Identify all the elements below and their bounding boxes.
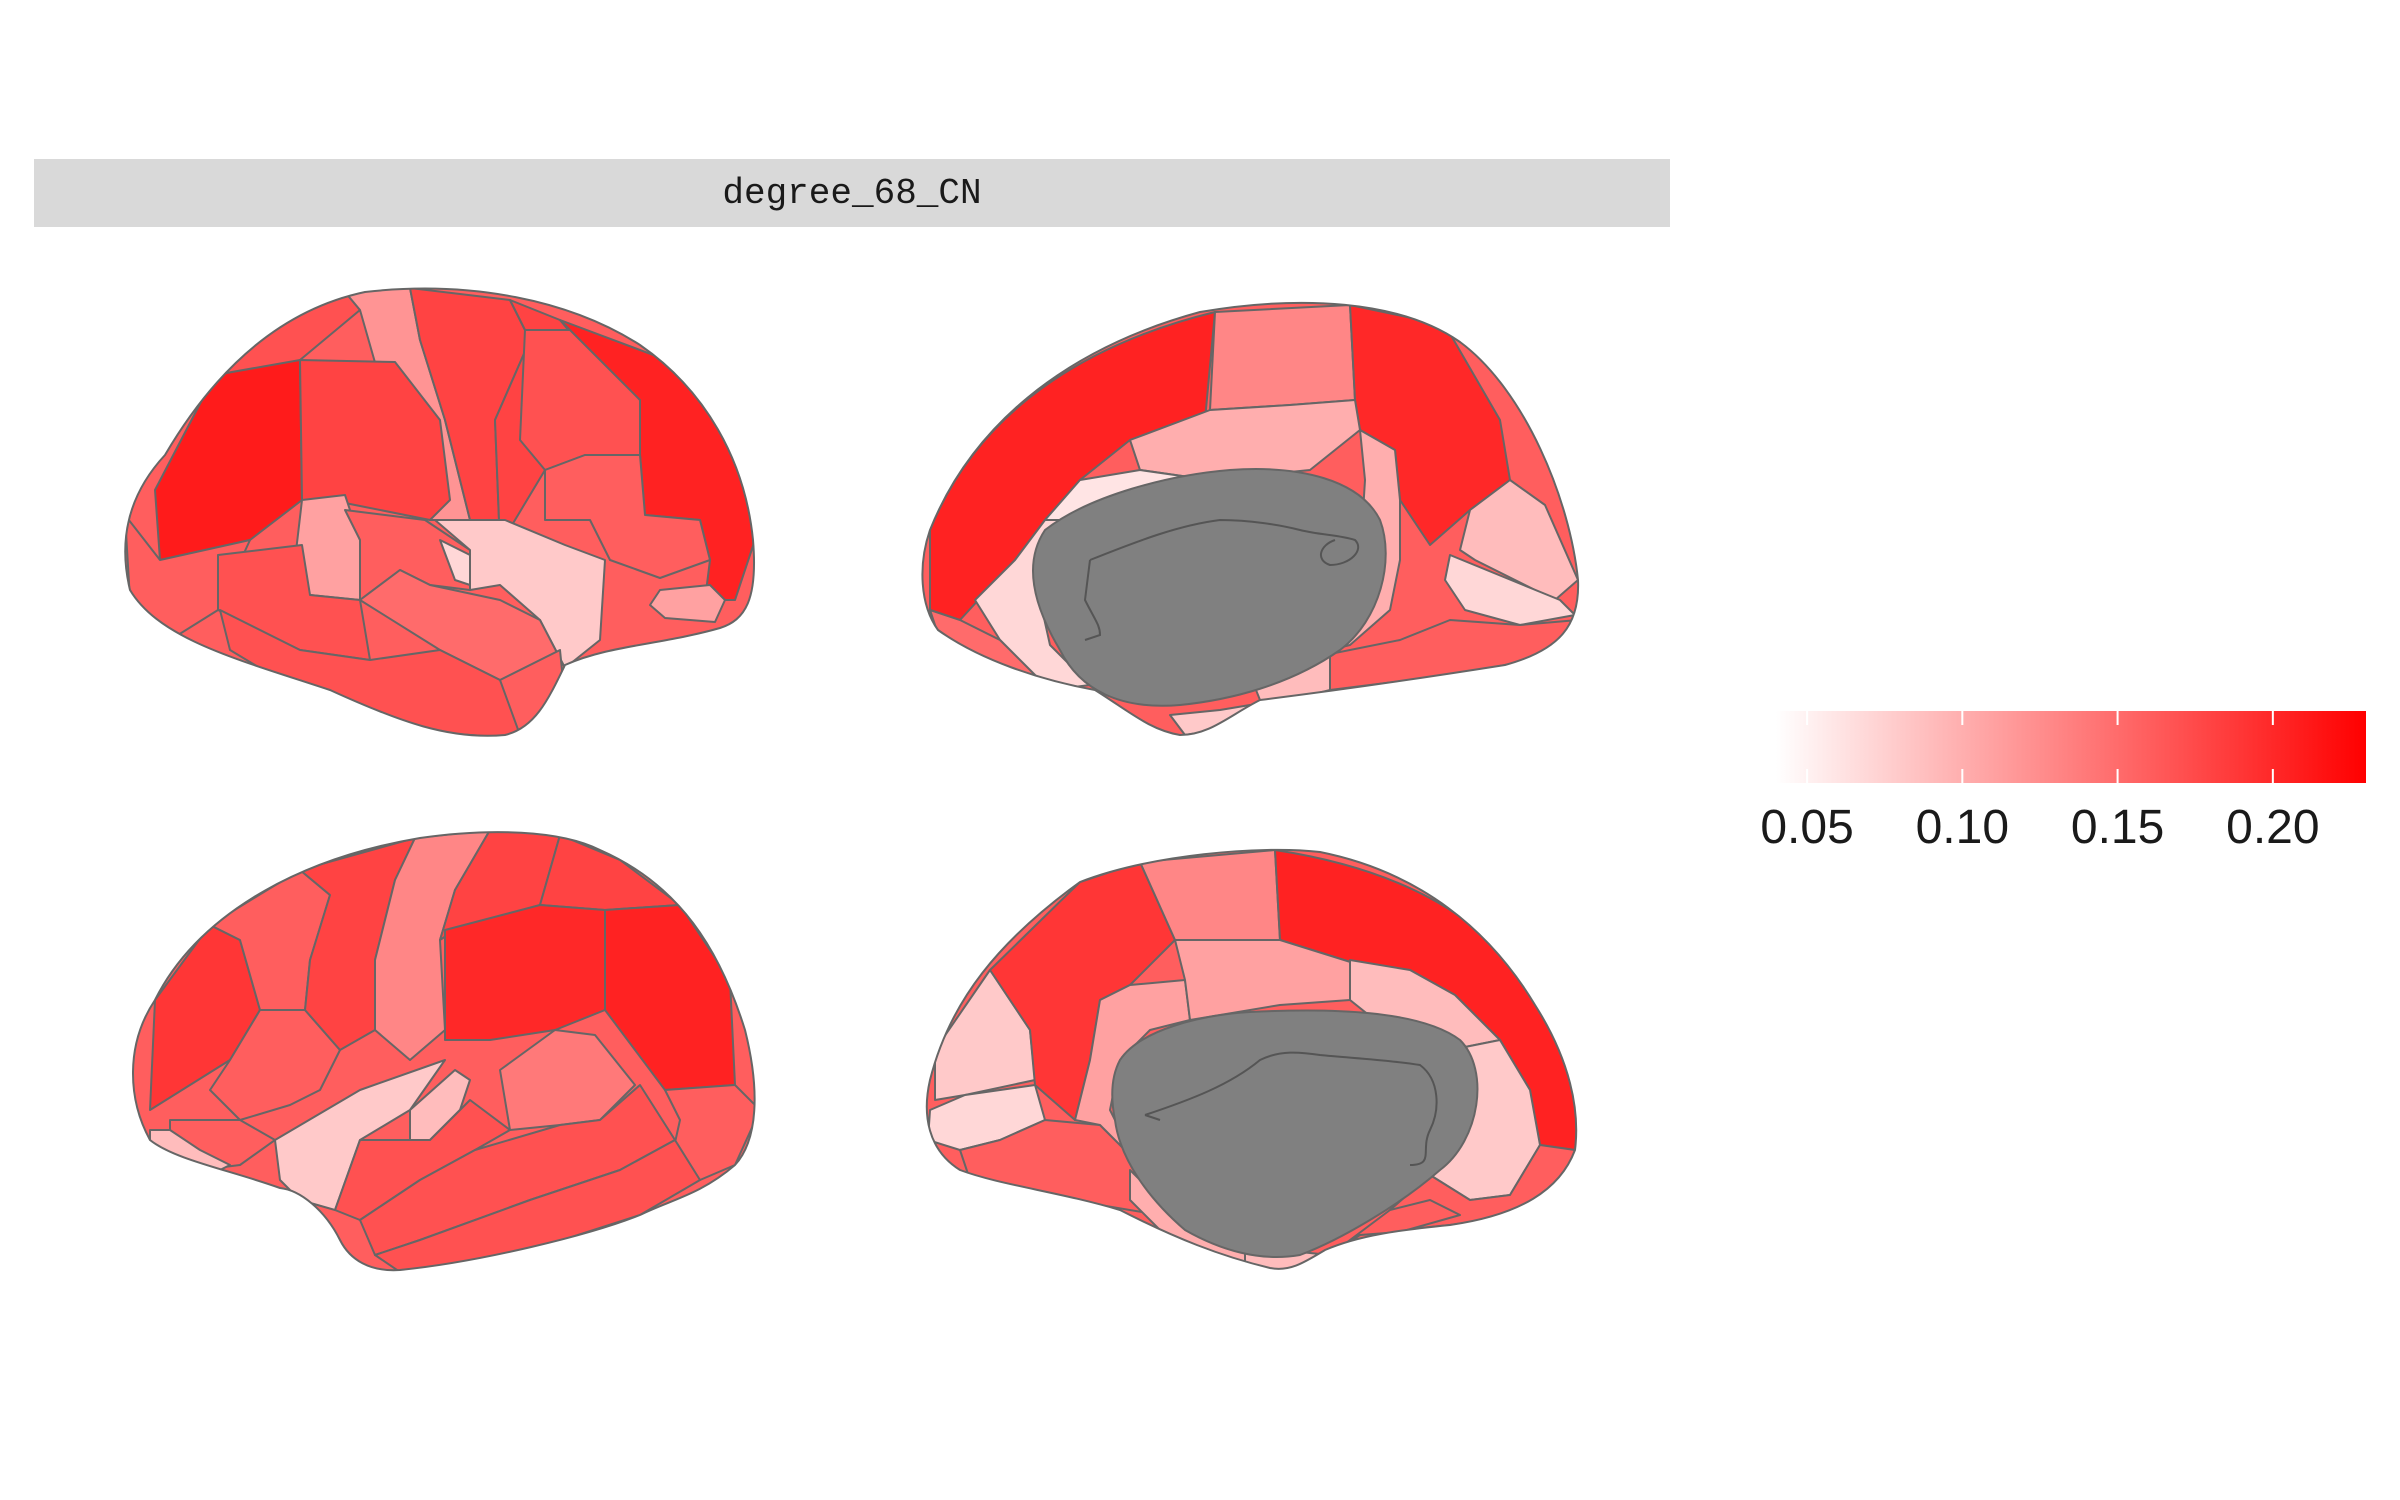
right-lateral-view	[132, 832, 755, 1271]
region-inferior-parietal	[209, 1009, 341, 1121]
legend-ticks	[1806, 711, 2274, 783]
region-pars-opercularis	[499, 1029, 636, 1131]
region-bankssts	[439, 539, 471, 586]
left-medial-view	[922, 302, 1579, 735]
region-occipital-pole	[649, 584, 726, 623]
region-medial-wall	[1032, 468, 1387, 707]
region-rostral-middle-frontal	[444, 904, 606, 1041]
right-medial-view	[926, 849, 1577, 1269]
region-medial-wall	[1111, 1009, 1479, 1258]
right-medial-wall-inner-line	[1144, 1051, 1438, 1166]
region-posterior-cingulate	[1174, 939, 1361, 1021]
right-lateral-outline	[132, 831, 756, 1272]
facet-title-text: degree_68_CN	[722, 172, 982, 214]
left-lateral-view	[125, 288, 755, 736]
region-inferior-parietal	[544, 454, 711, 579]
region-orbitofrontal	[664, 1084, 755, 1181]
region-superior-frontal	[539, 834, 681, 911]
facet-strip-title: degree_68_CN	[34, 159, 1670, 227]
legend-tick-label: 0.20	[2226, 801, 2320, 854]
legend-tick-label: 0.15	[2070, 801, 2165, 854]
region-fusiform	[1329, 1199, 1461, 1256]
legend-tick-label: 0.10	[1915, 801, 2010, 854]
left-lateral-outline	[124, 287, 755, 737]
legend-colorbar	[1776, 711, 2366, 783]
left-medial-wall-inner-line	[1083, 518, 1360, 641]
left-medial-outline	[921, 301, 1580, 737]
legend-tick-label: 0.05	[1760, 801, 1854, 854]
region-cuneus	[1459, 479, 1579, 601]
right-medial-outline	[925, 848, 1578, 1270]
region-paracentral	[1209, 304, 1356, 411]
